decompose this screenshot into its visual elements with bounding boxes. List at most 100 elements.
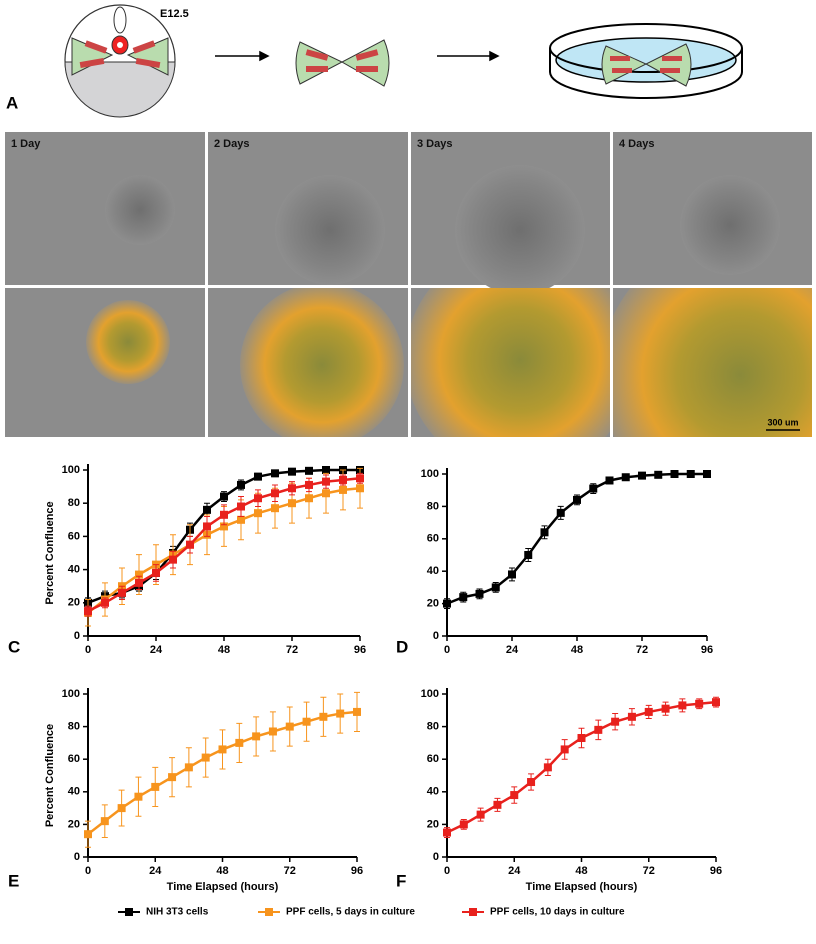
data-point	[475, 589, 484, 598]
panel-label: F	[396, 871, 406, 890]
x-tick-label: 24	[508, 865, 521, 877]
data-point	[319, 712, 328, 721]
scale-bar-label: 300 um	[767, 417, 798, 427]
data-point	[302, 717, 311, 726]
data-point	[695, 699, 704, 708]
data-point	[254, 472, 262, 481]
series	[84, 472, 364, 617]
data-point	[271, 489, 279, 498]
y-tick-label: 60	[427, 753, 439, 765]
x-tick-label: 48	[216, 865, 228, 877]
y-tick-label: 80	[427, 721, 439, 733]
data-point	[443, 828, 451, 837]
data-point	[101, 598, 109, 607]
data-point	[493, 800, 502, 809]
legend-marker	[265, 908, 273, 916]
data-point	[322, 489, 330, 498]
y-tick-label: 60	[427, 533, 439, 545]
x-tick-label: 0	[85, 644, 91, 656]
data-point	[543, 763, 552, 772]
data-point	[356, 484, 364, 493]
cell-mask	[240, 288, 404, 437]
legend-label: PPF cells, 5 days in culture	[286, 907, 415, 918]
data-point	[573, 495, 581, 504]
data-point	[686, 470, 695, 478]
data-point	[134, 792, 143, 801]
data-point	[169, 555, 177, 564]
stage-label: E12.5	[160, 8, 189, 20]
x-tick-label: 72	[286, 644, 298, 656]
y-tick-label: 100	[421, 688, 439, 700]
data-point	[254, 494, 262, 503]
data-point	[611, 717, 620, 726]
legend-marker	[469, 908, 477, 916]
data-point	[459, 593, 468, 602]
data-point	[285, 722, 294, 731]
cell-mask	[411, 288, 610, 437]
x-tick-label: 0	[444, 644, 450, 656]
y-tick-label: 0	[433, 851, 439, 863]
data-point	[288, 484, 296, 493]
data-point	[644, 707, 653, 716]
data-point	[510, 791, 519, 800]
data-point	[135, 578, 143, 587]
y-axis-label: Percent Confluence	[44, 501, 56, 604]
x-axis-label: Time Elapsed (hours)	[167, 881, 279, 893]
data-point	[508, 570, 516, 579]
y-tick-label: 40	[427, 786, 439, 798]
data-point	[152, 568, 160, 577]
data-point	[356, 474, 364, 483]
cell-mask	[86, 300, 170, 384]
arrow	[215, 50, 500, 62]
cell-mask	[613, 288, 812, 437]
x-tick-label: 96	[701, 644, 713, 656]
data-point	[560, 745, 569, 754]
data-point	[577, 734, 586, 743]
y-tick-label: 60	[68, 530, 80, 542]
y-tick-label: 20	[68, 597, 80, 609]
image-label: 3 Days	[417, 138, 452, 150]
y-axis-label: Percent Confluence	[44, 724, 56, 827]
y-tick-label: 80	[68, 497, 80, 509]
data-point	[556, 508, 565, 517]
data-point	[220, 522, 228, 531]
series	[443, 696, 720, 838]
data-point	[135, 570, 143, 579]
cell-colony	[455, 165, 585, 295]
data-point	[305, 494, 313, 503]
data-point	[252, 732, 261, 741]
x-tick-label: 48	[571, 644, 583, 656]
y-tick-label: 0	[74, 851, 80, 863]
panel-label: A	[6, 93, 18, 112]
series	[443, 470, 711, 609]
y-tick-label: 40	[68, 564, 80, 576]
y-tick-label: 100	[62, 688, 80, 700]
data-point	[712, 698, 720, 707]
y-tick-label: 100	[62, 464, 80, 476]
data-point	[703, 470, 711, 478]
data-point	[218, 745, 227, 754]
diagram-dish	[549, 23, 743, 99]
x-tick-label: 24	[506, 644, 519, 656]
data-point	[353, 707, 361, 716]
x-tick-label: 24	[149, 865, 162, 877]
data-point	[237, 515, 245, 524]
y-tick-label: 80	[427, 500, 439, 512]
x-tick-label: 96	[710, 865, 722, 877]
data-point	[336, 709, 345, 718]
data-point	[594, 725, 603, 734]
x-tick-label: 72	[284, 865, 296, 877]
x-tick-label: 96	[351, 865, 363, 877]
legend-label: NIH 3T3 cells	[146, 907, 209, 918]
data-point	[288, 467, 296, 476]
x-tick-label: 48	[218, 644, 230, 656]
data-point	[305, 466, 313, 475]
y-tick-label: 20	[427, 818, 439, 830]
x-tick-label: 96	[354, 644, 366, 656]
data-point	[339, 485, 347, 494]
data-point	[201, 753, 210, 762]
x-tick-label: 48	[575, 865, 587, 877]
data-point	[271, 504, 279, 513]
diagram-embryo: E12.5	[64, 4, 189, 118]
data-point	[638, 471, 646, 480]
